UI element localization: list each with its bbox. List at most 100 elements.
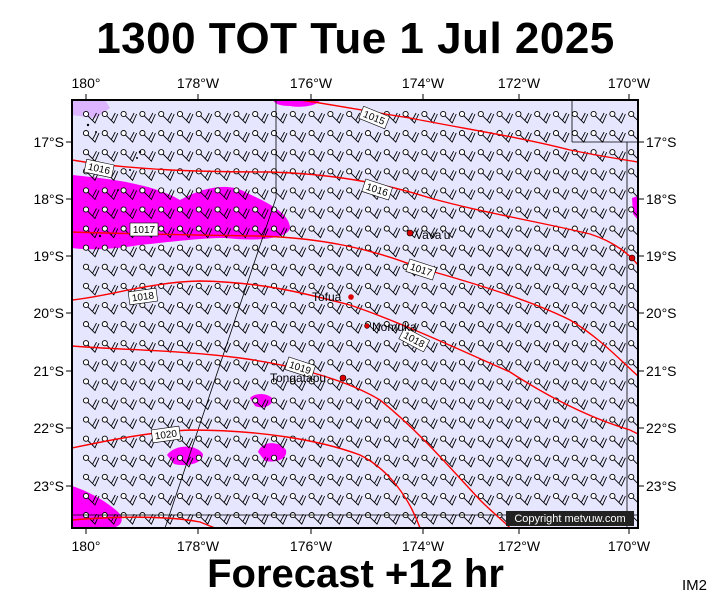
wind-barb: [252, 149, 269, 162]
wind-barb: [120, 110, 138, 124]
wind-barb: [477, 110, 495, 124]
wind-barb: [195, 187, 213, 201]
wind-barb: [158, 149, 175, 162]
wind-barb: [628, 130, 638, 141]
wind-barb: [120, 378, 138, 392]
wind-barb: [609, 340, 626, 353]
wind-barb: [289, 492, 307, 506]
wind-barb: [101, 435, 119, 449]
places: Vava'u Tofua Nomuka Tongatapu: [270, 228, 636, 385]
wind-barb: [440, 244, 457, 258]
wind-barb: [552, 282, 570, 296]
wind-barb: [571, 168, 589, 182]
wind-barb: [308, 378, 326, 392]
wind-barb: [327, 263, 344, 277]
lon-label: 174°W: [402, 75, 445, 91]
place-label-nomuka: Nomuka: [372, 320, 417, 334]
wind-barb: [195, 378, 213, 392]
wind-barb: [252, 397, 269, 411]
wind-barb: [628, 110, 638, 122]
wind-barb: [458, 149, 476, 162]
wind-barb: [308, 416, 326, 430]
wind-barb: [346, 378, 363, 392]
wind-barb: [195, 130, 213, 143]
wind-barb: [195, 110, 213, 124]
wind-barb: [571, 473, 589, 487]
wind-barb: [496, 340, 514, 353]
wind-barb: [383, 416, 401, 430]
wind-barb: [270, 435, 288, 449]
wind-barb: [364, 130, 382, 143]
wind-barb: [383, 340, 401, 353]
wind-barb: [176, 454, 194, 468]
wind-barb: [515, 244, 532, 258]
wind-barb: [120, 301, 138, 315]
wind-barb: [101, 454, 119, 468]
wind-barb: [628, 244, 638, 256]
copyright-box: [506, 511, 634, 526]
wind-barb: [139, 130, 156, 143]
wind-barb: [82, 359, 100, 373]
wind-barb: [158, 340, 175, 353]
wind-barb: [458, 110, 476, 124]
wind-barb: [571, 130, 589, 143]
place-label-tongatapu: Tongatapu: [270, 371, 326, 385]
wind-barb: [534, 378, 551, 392]
wind-barb: [327, 416, 344, 430]
wind-barb: [289, 206, 307, 220]
wind-barb: [101, 378, 119, 392]
wind-barb: [383, 282, 401, 296]
wind-barb: [346, 435, 363, 449]
wind-barb: [214, 301, 232, 315]
wind-barb: [515, 149, 532, 162]
wind-barb: [496, 321, 514, 334]
wind-barb: [195, 301, 213, 315]
wind-barb: [458, 225, 476, 239]
wind-barb: [120, 149, 138, 162]
wind-barb: [628, 206, 638, 217]
lon-label: 180°: [72, 75, 101, 91]
wind-barb: [270, 110, 288, 124]
wind-barb: [214, 149, 232, 162]
wind-barb: [233, 359, 250, 373]
wind-barb: [609, 149, 626, 162]
wind-barb: [534, 397, 551, 411]
wind-barb: [214, 492, 232, 506]
wind-barb: [158, 359, 175, 373]
wind-barb: [270, 416, 288, 430]
wind-barb: [609, 378, 626, 392]
wind-barb: [477, 244, 495, 258]
wind-barb: [176, 110, 194, 124]
lon-label: 178°W: [177, 538, 220, 554]
wind-barb: [534, 225, 551, 239]
wind-barb: [214, 130, 232, 143]
wind-barb: [383, 244, 401, 258]
wind-barb: [515, 340, 532, 353]
wind-barb: [534, 359, 551, 373]
wind-barb: [327, 397, 344, 411]
wind-barb: [534, 149, 551, 162]
wind-barb: [252, 492, 269, 506]
wind-barb: [308, 206, 326, 220]
place-dot-vavau: [406, 229, 414, 237]
wind-barb: [590, 168, 608, 182]
wind-barb: [383, 149, 401, 162]
longitude-labels-top: 180° 178°W 176°W 174°W 172°W 170°W: [72, 75, 651, 91]
wind-barb: [609, 301, 626, 315]
wind-barb: [158, 206, 175, 220]
wind-barb: [289, 187, 307, 201]
wind-barb: [609, 244, 626, 258]
wind-barb: [458, 244, 476, 258]
wind-barb: [421, 149, 438, 162]
wind-barb: [176, 187, 194, 201]
wind-barb: [120, 321, 138, 334]
wind-barb: [477, 435, 495, 449]
wind-barb: [628, 359, 638, 370]
wind-barb: [101, 359, 119, 373]
wind-barb: [139, 206, 156, 220]
wind-barb: [176, 149, 194, 162]
wind-barb: [233, 321, 250, 334]
wind-barb: [346, 225, 363, 239]
wind-barb: [383, 168, 401, 182]
lat-label: 18°S: [646, 191, 677, 207]
